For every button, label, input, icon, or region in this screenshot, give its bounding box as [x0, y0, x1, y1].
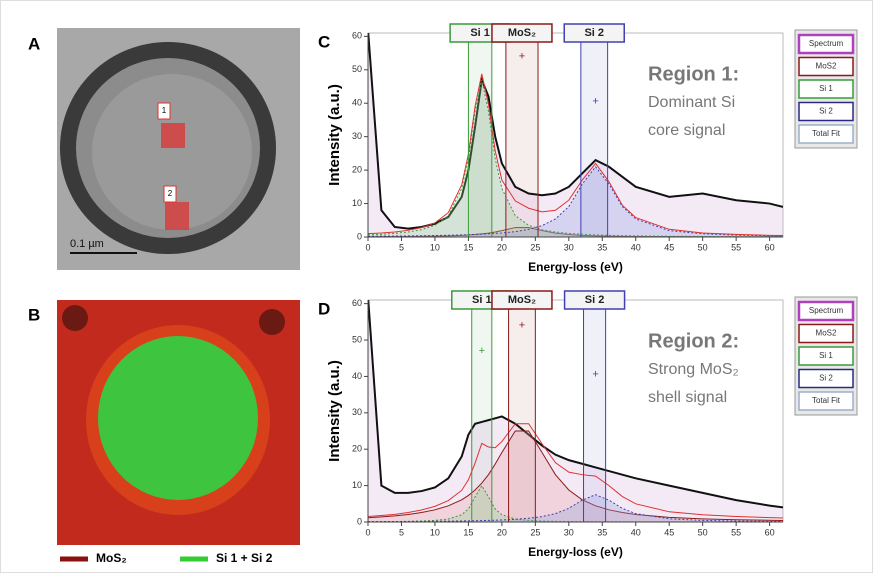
y-tick-label: 30 [352, 407, 362, 417]
x-tick-label: 25 [530, 527, 540, 537]
window-label: Si 1 [472, 294, 492, 306]
peak-marker: + [519, 50, 525, 62]
core [98, 336, 258, 500]
y-tick-label: 20 [352, 444, 362, 454]
x-tick-label: 40 [631, 527, 641, 537]
x-tick-label: 25 [530, 242, 540, 252]
legend-label: Si 2 [819, 374, 833, 383]
x-axis-label: Energy-loss (eV) [528, 545, 623, 559]
scale-bar-label: 0.1 µm [70, 238, 104, 250]
y-tick-label: 50 [352, 334, 362, 344]
x-tick-label: 15 [463, 527, 473, 537]
x-tick-label: 15 [463, 242, 473, 252]
x-tick-label: 40 [631, 242, 641, 252]
legend-label: Spectrum [809, 306, 844, 315]
legend-label: Spectrum [809, 39, 844, 48]
y-tick-label: 10 [352, 480, 362, 490]
annotation: Dominant Si [648, 94, 735, 111]
peak-marker: + [592, 369, 598, 381]
x-tick-label: 35 [597, 527, 607, 537]
roi-label: 2 [168, 189, 173, 198]
y-tick-label: 20 [352, 164, 362, 174]
x-tick-label: 35 [597, 242, 607, 252]
x-tick-label: 30 [564, 242, 574, 252]
annotation: core signal [648, 122, 725, 139]
y-axis-label: Intensity (a.u.) [326, 84, 343, 186]
y-tick-label: 60 [352, 31, 362, 41]
y-axis-label: Intensity (a.u.) [326, 360, 343, 462]
legend-label: Si 2 [819, 107, 833, 116]
x-tick-label: 60 [765, 242, 775, 252]
y-tick-label: 40 [352, 98, 362, 108]
roi-label: 1 [162, 106, 167, 115]
legend-label: MoS₂ [96, 551, 127, 565]
x-tick-label: 30 [564, 527, 574, 537]
annotation: Region 1: [648, 63, 739, 85]
x-tick-label: 0 [365, 242, 370, 252]
window-label: MoS₂ [508, 27, 536, 39]
x-tick-label: 0 [365, 527, 370, 537]
y-tick-label: 40 [352, 371, 362, 381]
y-tick-label: 50 [352, 64, 362, 74]
x-tick-label: 55 [731, 527, 741, 537]
figure: A 1 2 0.1 µm B MoS₂ Si 1 + Si 2 C Si 1 MoS₂ S… [0, 0, 873, 573]
roi [165, 202, 189, 230]
panel-label: C [318, 32, 330, 51]
y-tick-label: 60 [352, 298, 362, 308]
x-tick-label: 55 [731, 242, 741, 252]
y-tick-label: 30 [352, 131, 362, 141]
y-tick-label: 0 [357, 231, 362, 241]
y-tick-label: 10 [352, 198, 362, 208]
peak-marker: + [519, 319, 525, 331]
x-tick-label: 45 [664, 527, 674, 537]
dark-spot [259, 309, 285, 335]
x-tick-label: 5 [399, 527, 404, 537]
peak-marker: + [479, 345, 485, 357]
x-tick-label: 50 [698, 527, 708, 537]
y-tick-label: 0 [357, 516, 362, 526]
panel-label: A [28, 34, 40, 53]
window-label: Si 1 [470, 27, 490, 39]
page: A 1 2 0.1 µm B MoS₂ Si 1 + Si 2 C Si 1 MoS₂ S… [0, 0, 873, 573]
window-label: Si 2 [584, 27, 604, 39]
annotation: Region 2: [648, 330, 739, 352]
x-tick-label: 50 [698, 242, 708, 252]
legend-label: Si 1 [819, 351, 833, 360]
legend-label: Total Fit [812, 396, 841, 405]
annotation: Strong MoS₂ [648, 361, 739, 378]
panel-label: D [318, 299, 330, 318]
x-tick-label: 10 [430, 527, 440, 537]
window-label: MoS₂ [508, 294, 536, 306]
panel-label: B [28, 305, 40, 324]
legend-label: Si 1 + Si 2 [216, 551, 273, 565]
x-tick-label: 45 [664, 242, 674, 252]
annotation: shell signal [648, 389, 727, 406]
x-tick-label: 5 [399, 242, 404, 252]
dark-spot [62, 305, 88, 331]
x-tick-label: 20 [497, 242, 507, 252]
legend-label: Total Fit [812, 129, 841, 138]
peak-marker: + [592, 95, 598, 107]
window-label: Si 2 [585, 294, 605, 306]
legend-label: MoS2 [816, 329, 837, 338]
x-tick-label: 60 [765, 527, 775, 537]
x-tick-label: 20 [497, 527, 507, 537]
roi [161, 123, 185, 148]
x-axis-label: Energy-loss (eV) [528, 260, 623, 274]
x-tick-label: 10 [430, 242, 440, 252]
legend-label: Si 1 [819, 84, 833, 93]
legend-label: MoS2 [816, 62, 837, 71]
